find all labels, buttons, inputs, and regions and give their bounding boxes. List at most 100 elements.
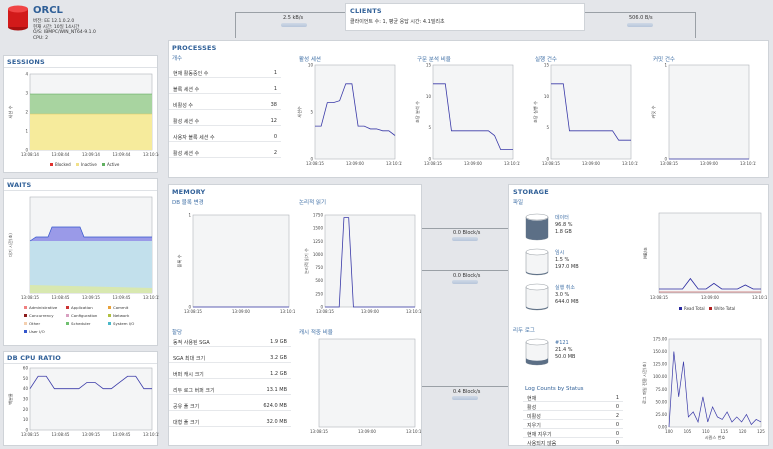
redo-cylinder[interactable] [525, 338, 549, 368]
log-switch-ytick: 150.00 [653, 349, 667, 354]
redo-cylinder-label: #121 21.4 % 50.0 MB [555, 340, 576, 360]
waits-xtick: 13:10:15 [143, 295, 159, 300]
log-switch-ytick: 175.00 [653, 337, 667, 342]
logical-ytick: 250 [315, 291, 323, 296]
log-count-value: 2 [615, 413, 619, 419]
cache-hit-chart: 13:08:15 13:09:00 13:10:15 [297, 335, 421, 445]
sessions-chart: 4 3 2 1 0 13:08:14 13:08:44 13:09:14 13:09:44 13:… [4, 70, 159, 174]
log-counts-title: Log Counts by Status [525, 386, 584, 392]
process-chart-title: 커밋 건수 [653, 57, 675, 63]
io-read-line [659, 277, 761, 290]
processes-row-value: 38 [270, 102, 277, 108]
storage-files-title: 파일 [513, 200, 524, 206]
sessions-legend-label: Active [107, 162, 120, 167]
memory-usage-key: 리두 로그 버퍼 크기 [173, 388, 215, 394]
log-counts-table: 현재 1 활성 0 미활성 2 지우기 0 현재 지우기 0 사용되지 않음 0 [523, 393, 623, 449]
storage-cylinder[interactable] [525, 213, 549, 243]
process-chart-title: 구문 분석 비율 [417, 57, 451, 63]
process-xtick: 13:10:15 [740, 161, 756, 166]
cache-hit-xtick: 13:10:15 [406, 429, 421, 434]
io-xtick: 13:08:15 [650, 295, 668, 300]
clients-connector-left-down [235, 12, 236, 38]
sessions-panel: SESSIONS 4 3 2 1 0 13:08:14 13:08:44 13:09:14 13… [3, 55, 159, 174]
waits-legend-swatch [108, 306, 111, 309]
process-chart-title: 활성 세션 [299, 57, 321, 63]
storage-cylinder-fill [526, 306, 548, 310]
processes-count-title: 개수 [172, 56, 183, 62]
log-count-key: 미활성 [527, 414, 541, 420]
sessions-legend-swatch [50, 163, 53, 166]
logical-ytick: 1000 [313, 252, 324, 257]
log-count-row: 사용되지 않음 0 [523, 438, 623, 447]
redo-cylinder-fill [526, 357, 548, 365]
process-ytick: 10 [426, 94, 432, 99]
sessions-xtick: 13:10:14 [143, 152, 159, 157]
waits-xtick: 13:08:15 [21, 295, 39, 300]
processes-row-key: 현재 활동중인 수 [173, 71, 209, 77]
process-ytick: 10 [544, 94, 550, 99]
logical-ytick: 1500 [313, 226, 324, 231]
process-ytick: 0 [546, 157, 549, 162]
log-count-value: 0 [615, 440, 619, 446]
memory-usage-value: 13.1 MB [266, 387, 287, 393]
waits-legend-label: System I/O [113, 321, 134, 326]
waits-xtick: 13:08:45 [52, 295, 70, 300]
clients-rate-left: 2.5 kB/s [283, 15, 304, 21]
waits-user-io-area [30, 227, 152, 241]
cache-hit-xtick: 13:08:15 [310, 429, 328, 434]
cpu-xtick: 13:09:15 [82, 432, 100, 437]
db-block-xtick: 13:08:15 [184, 309, 202, 314]
logical-ytick: 0 [320, 305, 323, 310]
flow-label-3: 0.4 Block/s [453, 389, 481, 395]
process-xtick: 13:08:15 [542, 161, 560, 166]
process-xtick: 13:10:15 [622, 161, 638, 166]
clients-title: CLIENTS [350, 7, 382, 15]
sessions-xtick: 13:08:44 [52, 152, 70, 157]
process-ytick: 1 [664, 63, 667, 68]
cpu-xtick: 13:08:45 [52, 432, 70, 437]
waits-ylabel: 대기 시간(초) [7, 233, 14, 257]
log-switch-series-line [668, 351, 762, 428]
io-ylabel: MB/초 [643, 247, 648, 259]
memory-usage-key: 동적 사용된 SGA [173, 340, 210, 346]
waits-legend-label: Scheduler [71, 321, 91, 326]
cpu-chart: 60 50 40 30 20 10 0 13:08:15 13:08:45 13:09:15 13:… [4, 364, 159, 446]
cpu-ylabel: 백분율 [7, 393, 14, 405]
cpu-ytick: 0 [25, 428, 28, 433]
memory-logical-title: 논리적 읽기 [299, 200, 327, 206]
storage-cylinder-fill [526, 217, 548, 240]
storage-cylinder[interactable] [525, 248, 549, 278]
waits-legend-swatch [24, 314, 27, 317]
io-legend-label: Write Total [714, 306, 735, 311]
memory-usage-row: SGA 최대 크기 3.2 GB [169, 352, 291, 363]
processes-row: 활성 세션 수 12 [169, 115, 281, 126]
cpu-xtick: 13:09:45 [113, 432, 131, 437]
waits-legend-label: Network [113, 313, 130, 318]
log-count-key: 지우기 [527, 423, 541, 429]
waits-legend-swatch [108, 314, 111, 317]
clients-connector-left [235, 12, 345, 13]
db-line-1: 버전: EE 12.1.0.2.0 [33, 19, 75, 24]
log-count-row: 미활성 2 [523, 411, 623, 420]
logical-ytick: 1250 [313, 239, 324, 244]
memory-usage-row: 대형 풀 크기 32.0 MB [169, 416, 291, 427]
logical-xtick: 13:10:15 [406, 309, 421, 314]
memory-usage-row: 공유 풀 크기 624.0 MB [169, 400, 291, 411]
storage-cylinder[interactable] [525, 283, 549, 313]
clients-panel[interactable]: CLIENTS 클라이언트 수: 1, 평균 응답 시간: 4.1밀리초 [345, 3, 585, 31]
waits-legend-swatch [66, 322, 69, 325]
cpu-ytick: 50 [23, 376, 29, 381]
process-xtick: 13:08:15 [424, 161, 442, 166]
db-block-plot-area [192, 214, 290, 308]
sessions-ytick: 3 [25, 91, 28, 96]
storage-cylinder-body [525, 287, 549, 311]
sessions-legend-swatch [102, 163, 105, 166]
io-plot-area [658, 212, 762, 294]
log-switch-ytick: 125.00 [653, 362, 667, 367]
log-switch-ylabel: 로그 파일 전환 시간(초) [641, 362, 648, 404]
cpu-title: DB CPU RATIO [7, 354, 61, 362]
processes-row: 비활성 수 38 [169, 99, 281, 110]
cpu-panel: DB CPU RATIO 60 50 40 30 20 10 0 13:08:15 13:08:… [3, 351, 159, 446]
logical-xtick: 13:09:00 [361, 309, 379, 314]
